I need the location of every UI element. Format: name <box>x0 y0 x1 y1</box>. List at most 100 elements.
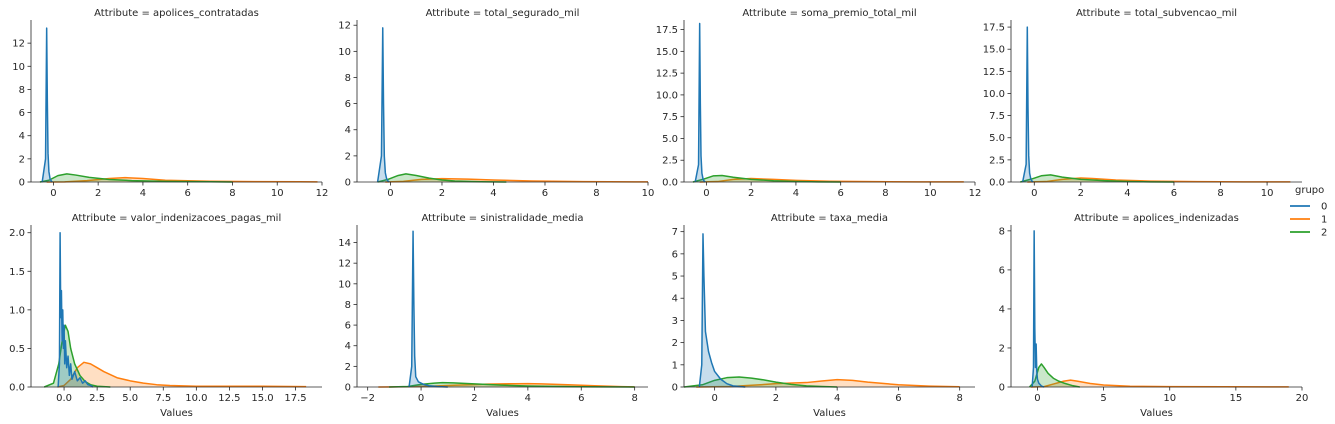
x-tick-label: 10 <box>1163 393 1176 404</box>
kde-fill-grupo-2 <box>1029 363 1080 387</box>
x-tick-label: 0 <box>1031 188 1037 199</box>
y-tick-label: 1.5 <box>9 267 25 278</box>
x-tick-label: 8 <box>631 393 637 404</box>
y-tick-label: 8 <box>999 226 1005 237</box>
y-tick-label: 0 <box>19 178 25 189</box>
y-tick-label: 0 <box>672 383 678 394</box>
y-tick-label: 4 <box>345 125 351 136</box>
x-tick-label: 4 <box>834 393 840 404</box>
y-tick-label: 17.5 <box>656 25 678 36</box>
x-tick-label: 4 <box>490 188 496 199</box>
panel-4: Attribute = total_subvencao_mil 0.0 2.5 5.0… <box>983 8 1302 199</box>
y-tick-label: 6 <box>19 108 25 119</box>
y-tick-label: 0.0 <box>989 178 1005 189</box>
kde-line-grupo-2 <box>377 173 507 183</box>
y-tick-label: 0.0 <box>662 178 678 189</box>
x-tick-label: 4 <box>140 188 146 199</box>
y-tick-label: 7.5 <box>662 112 678 123</box>
kde-fill-grupo-0 <box>58 232 94 387</box>
x-tick-label: 10 <box>271 188 284 199</box>
x-tick-label: 4 <box>525 393 531 404</box>
x-tick-label: 0 <box>703 188 709 199</box>
kde-fill-grupo-1 <box>1030 380 1289 387</box>
kde-line-grupo-0 <box>1031 230 1045 388</box>
x-tick-label: 2 <box>471 393 477 404</box>
kde-fill-grupo-2 <box>44 325 111 387</box>
kde-line-grupo-2 <box>39 173 233 183</box>
y-tick-label: 8 <box>19 85 25 96</box>
y-tick-label: 2 <box>19 154 25 165</box>
x-tick-label: 6 <box>1171 188 1177 199</box>
y-tick-label: 7.5 <box>989 111 1005 122</box>
x-tick-label: 2.5 <box>89 393 105 404</box>
legend: grupo 0 1 2 <box>1290 185 1327 239</box>
x-tick-label: 10 <box>642 188 655 199</box>
legend-title: grupo <box>1295 185 1324 196</box>
x-tick-label: 8 <box>956 393 962 404</box>
kde-line-grupo-0 <box>41 27 53 183</box>
kde-line-grupo-0 <box>1021 26 1034 183</box>
y-tick-label: 4 <box>19 131 25 142</box>
x-axis-label: Values <box>1140 408 1173 419</box>
x-tick-label: 0.0 <box>56 393 72 404</box>
x-axis-label: Values <box>813 408 846 419</box>
y-tick-label: 0.5 <box>9 344 25 355</box>
y-tick-label: 12 <box>338 21 351 32</box>
panel-title: Attribute = apolices_contratadas <box>94 8 259 19</box>
panel-title: Attribute = valor_indenizacoes_pagas_mil <box>72 213 282 224</box>
panel-5: Attribute = valor_indenizacoes_pagas_mil… <box>9 213 322 419</box>
y-tick-label: 2 <box>999 343 1005 354</box>
y-tick-label: 0 <box>345 178 351 189</box>
x-axis-label: Values <box>486 408 519 419</box>
x-tick-label: 2 <box>1078 188 1084 199</box>
x-tick-label: 15.0 <box>251 393 273 404</box>
y-tick-label: 3 <box>672 316 678 327</box>
y-tick-label: 1.0 <box>9 305 25 316</box>
y-tick-label: 12.5 <box>656 69 678 80</box>
y-tick-label: 12.5 <box>983 67 1005 78</box>
y-tick-label: 1 <box>672 360 678 371</box>
x-tick-label: 7.5 <box>155 393 171 404</box>
x-tick-label: 20 <box>1296 393 1309 404</box>
panel-title: Attribute = sinistralidade_media <box>421 213 583 224</box>
y-tick-label: 8 <box>345 73 351 84</box>
y-tick-label: 2.5 <box>989 155 1005 166</box>
x-tick-label: 5 <box>1100 393 1106 404</box>
panel-2: Attribute = total_segurado_mil 0 2 4 6 8 10 12 0… <box>338 8 654 199</box>
x-tick-label: 0 <box>50 188 56 199</box>
x-tick-label: 6 <box>838 188 844 199</box>
x-tick-label: 12 <box>969 188 982 199</box>
kde-line-grupo-2 <box>683 376 838 388</box>
x-tick-label: 2 <box>95 188 101 199</box>
kde-line-grupo-0 <box>376 27 390 183</box>
panel-8: Attribute = apolices_indenizadas 0 2 4 6 8 0 5 1… <box>999 213 1309 419</box>
y-tick-label: 5.0 <box>662 134 678 145</box>
x-tick-label: 17.5 <box>284 393 306 404</box>
y-tick-label: 4 <box>345 341 351 352</box>
x-tick-label: 8 <box>882 188 888 199</box>
x-tick-label: 6 <box>578 393 584 404</box>
kde-fill-grupo-2 <box>389 382 635 387</box>
legend-label-2: 2 <box>1321 228 1327 239</box>
kde-fill-grupo-1 <box>57 362 307 387</box>
kde-line-grupo-1 <box>696 378 960 388</box>
x-tick-label: 8 <box>1217 188 1223 199</box>
panel-7: Attribute = taxa_media 0 1 2 3 4 5 6 7 0 2 4 6 8 Value… <box>672 213 975 419</box>
y-tick-label: 10 <box>12 62 25 73</box>
panel-title: Attribute = total_subvencao_mil <box>1076 8 1237 19</box>
kde-line-grupo-0 <box>408 230 448 388</box>
y-tick-label: 0 <box>999 383 1005 394</box>
y-tick-label: 15.0 <box>656 47 678 58</box>
y-tick-label: 2 <box>345 151 351 162</box>
y-tick-label: 6 <box>345 99 351 110</box>
y-tick-label: 4 <box>672 294 678 305</box>
y-tick-label: 12 <box>338 259 351 270</box>
kde-fill-grupo-2 <box>377 173 507 182</box>
y-tick-label: 4 <box>999 304 1005 315</box>
y-tick-label: 12 <box>12 39 25 50</box>
x-tick-label: 6 <box>185 188 191 199</box>
x-tick-label: 2 <box>773 393 779 404</box>
y-tick-label: 0.0 <box>9 383 25 394</box>
y-tick-label: 2 <box>672 338 678 349</box>
